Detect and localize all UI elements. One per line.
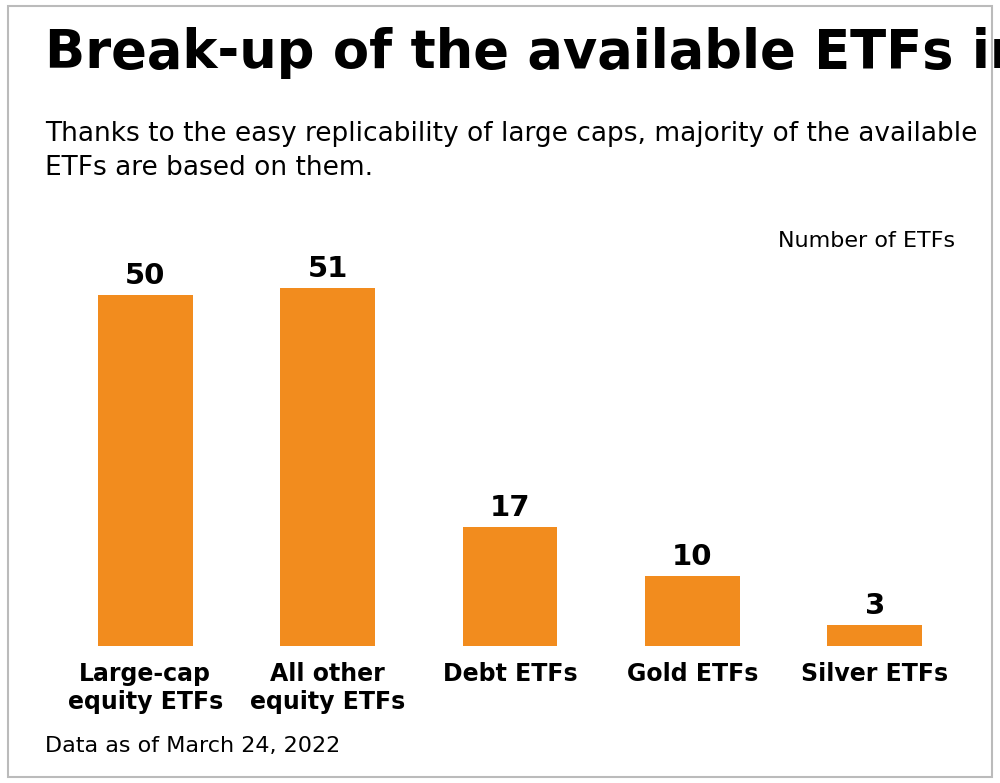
Bar: [645, 576, 740, 646]
Text: Break-up of the available ETFs in India: Break-up of the available ETFs in India: [45, 27, 1000, 79]
Bar: [827, 625, 922, 646]
Text: 50: 50: [125, 262, 165, 290]
Text: Number of ETFs: Number of ETFs: [778, 231, 955, 251]
Text: 3: 3: [865, 592, 885, 620]
Text: 10: 10: [672, 543, 713, 571]
Text: 17: 17: [490, 494, 530, 521]
Bar: [463, 527, 557, 646]
Bar: [280, 288, 375, 646]
Text: Data as of March 24, 2022: Data as of March 24, 2022: [45, 735, 340, 756]
Text: Thanks to the easy replicability of large caps, majority of the available
ETFs a: Thanks to the easy replicability of larg…: [45, 121, 977, 182]
Text: 51: 51: [307, 255, 348, 283]
Bar: [98, 295, 193, 646]
